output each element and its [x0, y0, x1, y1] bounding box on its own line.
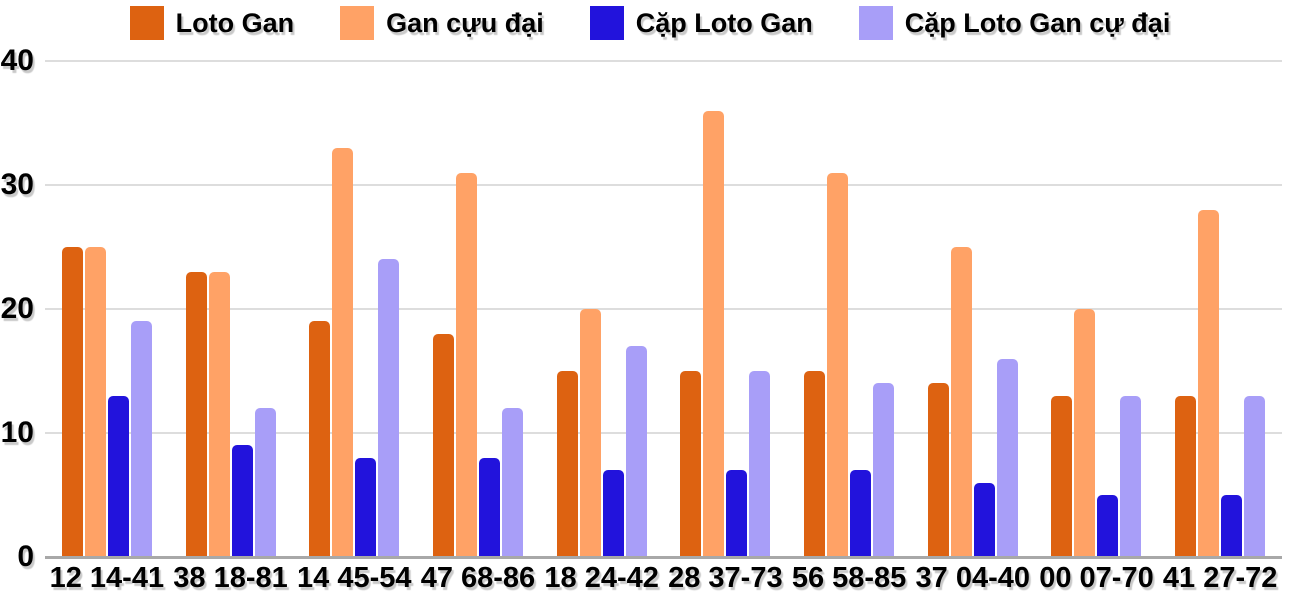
- bar-group: [416, 61, 540, 557]
- legend-swatch: [858, 6, 893, 40]
- bar: [927, 383, 949, 557]
- bar: [378, 259, 400, 557]
- bar-group: [664, 61, 788, 557]
- bar-group: [1158, 61, 1282, 557]
- x-tick-label: 37 04-40: [915, 562, 1031, 594]
- gridline: [45, 308, 1282, 310]
- legend-item[interactable]: Cặp Loto Gan: [589, 6, 813, 40]
- bar: [107, 395, 129, 557]
- bar: [726, 470, 748, 557]
- bar: [973, 482, 995, 557]
- legend-swatch: [589, 6, 624, 40]
- bar: [1074, 309, 1096, 557]
- bar: [873, 383, 895, 557]
- bar: [231, 445, 253, 557]
- chart-legend: Loto Gan Gan cựu đại Cặp Loto Gan Cặp Loto …: [0, 6, 1300, 40]
- bar: [501, 408, 523, 557]
- bar: [1175, 395, 1197, 557]
- x-axis: 12 14-41 38 18-81 14 45-54 47 68-86 18 24-42…: [45, 562, 1282, 595]
- bar: [850, 470, 872, 557]
- legend-label: Gan cựu đại: [386, 8, 544, 38]
- bar: [556, 371, 578, 557]
- x-tick-label: 56 58-85: [791, 562, 907, 594]
- y-tick-label: 10: [0, 416, 34, 449]
- bar-group: [169, 61, 293, 557]
- legend-item[interactable]: Loto Gan: [129, 6, 295, 40]
- bar-group: [911, 61, 1035, 557]
- bar: [680, 371, 702, 557]
- bar-group: [292, 61, 416, 557]
- bar: [185, 271, 207, 557]
- x-tick-label: 41 27-72: [1162, 562, 1278, 594]
- bar: [355, 457, 377, 557]
- gridline: [45, 432, 1282, 434]
- y-tick-label: 20: [0, 292, 34, 325]
- legend-swatch: [340, 6, 375, 40]
- bar: [208, 271, 230, 557]
- bar: [625, 346, 647, 557]
- bar: [432, 333, 454, 557]
- legend-swatch: [129, 6, 164, 40]
- x-tick-label: 47 68-86: [420, 562, 536, 594]
- bar: [130, 321, 152, 557]
- legend-label: Cặp Loto Gan cự đại: [904, 8, 1171, 38]
- x-axis-line: [45, 556, 1282, 559]
- bar: [703, 110, 725, 557]
- bar-group: [540, 61, 664, 557]
- x-tick-label: 38 18-81: [173, 562, 288, 594]
- x-tick-label: 14 45-54: [297, 562, 412, 594]
- bar-groups: [45, 61, 1282, 557]
- x-tick-label: 12 14-41: [49, 562, 165, 594]
- bar-group: [1035, 61, 1159, 557]
- bar: [478, 457, 500, 557]
- bar: [827, 172, 849, 557]
- bar: [602, 470, 624, 557]
- bar: [84, 247, 106, 557]
- y-tick-label: 30: [0, 168, 34, 201]
- bar: [1051, 395, 1073, 557]
- bar-group: [787, 61, 911, 557]
- y-tick-label: 0: [17, 540, 34, 573]
- bar: [1244, 395, 1266, 557]
- bar: [1221, 495, 1243, 557]
- bar: [1198, 209, 1220, 557]
- x-tick-label: 00 07-70: [1039, 562, 1154, 594]
- bar: [804, 371, 826, 557]
- bar: [749, 371, 771, 557]
- bar: [61, 247, 83, 557]
- bar: [1120, 395, 1142, 557]
- plot-area: [45, 60, 1282, 559]
- bar-group: [45, 61, 169, 557]
- bar: [455, 172, 477, 557]
- x-tick-label: 18 24-42: [544, 562, 659, 594]
- legend-item[interactable]: Gan cựu đại: [340, 6, 544, 40]
- gridline: [45, 60, 1282, 62]
- bar: [950, 247, 972, 557]
- bar: [332, 147, 354, 557]
- bar: [579, 309, 601, 557]
- bar: [1097, 495, 1119, 557]
- y-axis: 0 10 20 30 40: [0, 44, 36, 573]
- legend-label: Cặp Loto Gan: [635, 8, 813, 38]
- x-tick-label: 28 37-73: [668, 562, 783, 594]
- bar: [996, 358, 1018, 557]
- legend-label: Loto Gan: [175, 8, 295, 38]
- bar: [309, 321, 331, 557]
- bar: [254, 408, 276, 557]
- legend-item[interactable]: Cặp Loto Gan cự đại: [858, 6, 1171, 40]
- y-tick-label: 40: [0, 44, 34, 77]
- gridline: [45, 184, 1282, 186]
